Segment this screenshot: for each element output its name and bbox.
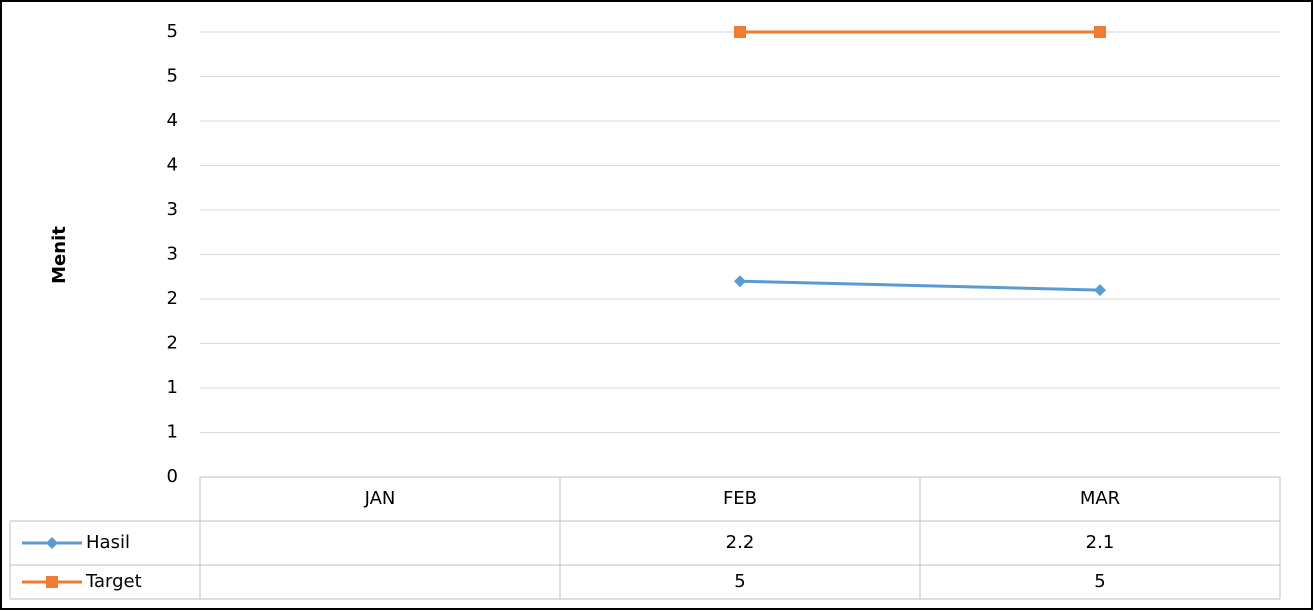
y-tick-label: 4 bbox=[167, 155, 178, 176]
table-value: 2.2 bbox=[726, 532, 755, 553]
point bbox=[734, 275, 746, 288]
line bbox=[739, 279, 1101, 292]
x-tick-label: MAR bbox=[1080, 488, 1120, 509]
table-value: 5 bbox=[1094, 571, 1105, 592]
y-tick-label: 5 bbox=[167, 21, 178, 42]
y-tick-label: 2 bbox=[167, 288, 178, 309]
y-tick-label: 2 bbox=[167, 333, 178, 354]
y-tick-label: 3 bbox=[167, 244, 178, 265]
legend-label: Hasil bbox=[86, 532, 130, 553]
legend-marker bbox=[46, 576, 58, 588]
point bbox=[734, 26, 746, 38]
legend-label: Target bbox=[85, 571, 142, 592]
table-value: 2.1 bbox=[1086, 532, 1115, 553]
point bbox=[1094, 26, 1106, 38]
y-tick-label: 3 bbox=[167, 199, 178, 220]
y-tick-label: 0 bbox=[167, 466, 178, 487]
y-axis-label: Menit bbox=[49, 226, 70, 284]
y-tick-label: 4 bbox=[167, 110, 178, 131]
y-tick-label: 1 bbox=[167, 422, 178, 443]
point bbox=[1094, 284, 1106, 297]
table-value: 5 bbox=[734, 571, 745, 592]
y-tick-label: 1 bbox=[167, 377, 178, 398]
x-tick-label: FEB bbox=[723, 488, 757, 509]
x-tick-label: JAN bbox=[364, 488, 396, 509]
y-tick-label: 5 bbox=[167, 66, 178, 87]
legend-marker bbox=[46, 537, 58, 549]
